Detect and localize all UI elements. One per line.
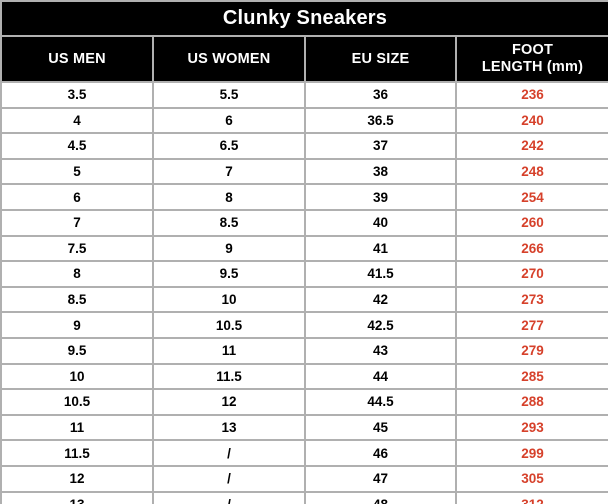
table-row: 10.5 12 44.5 288 [0, 388, 608, 416]
cell-eu-size: 36 [304, 81, 457, 109]
table-head: Clunky Sneakers US MEN US WOMEN EU SIZE … [0, 0, 608, 83]
column-header-foot-length-line2: LENGTH (mm) [481, 59, 584, 75]
cell-eu-size: 41.5 [304, 260, 457, 288]
table-row: 5 7 38 248 [0, 157, 608, 186]
cell-us-women: 8.5 [152, 208, 306, 237]
cell-us-men: 7 [0, 208, 154, 237]
cell-foot-length: 312 [454, 490, 608, 504]
cell-foot-length: 236 [454, 81, 608, 109]
table-row: 4 6 36.5 240 [0, 106, 608, 135]
cell-us-women: 7 [152, 157, 306, 186]
table-body: 3.5 5.5 36 236 4 6 36.5 240 4.5 6.5 37 242 5 7 38 248 6 8… [0, 81, 608, 504]
cell-us-women: 6.5 [152, 132, 306, 160]
cell-eu-size: 47 [304, 464, 457, 493]
table-row: 9 10.5 42.5 277 [0, 311, 608, 339]
cell-us-women: 11 [152, 336, 306, 365]
table-row: 13/48312 [0, 490, 608, 504]
column-header-eu-size: EU SIZE [304, 35, 457, 83]
cell-us-women: / [152, 439, 306, 467]
cell-us-men: 3.5 [0, 81, 154, 109]
chart-title: Clunky Sneakers [0, 0, 608, 37]
table-row: 7.5 9 41 266 [0, 234, 608, 263]
cell-us-men: 13 [0, 490, 154, 504]
cell-us-men: 10 [0, 362, 154, 391]
cell-foot-length: 248 [454, 157, 608, 186]
cell-foot-length: 305 [454, 464, 608, 493]
cell-us-men: 7.5 [0, 234, 154, 263]
table-row: 4.5 6.5 37 242 [0, 132, 608, 160]
cell-eu-size: 42.5 [304, 311, 457, 339]
cell-us-women: 11.5 [152, 362, 306, 391]
cell-eu-size: 41 [304, 234, 457, 263]
cell-eu-size: 40 [304, 208, 457, 237]
cell-us-men: 4.5 [0, 132, 154, 160]
table-row: 9.5 11 43 279 [0, 336, 608, 365]
cell-foot-length: 293 [454, 413, 608, 442]
cell-foot-length: 254 [454, 183, 608, 211]
cell-us-men: 9.5 [0, 336, 154, 365]
cell-us-women: 9 [152, 234, 306, 263]
column-header-us-men: US MEN [0, 35, 154, 83]
cell-us-women: 5.5 [152, 81, 306, 109]
cell-us-women: / [152, 490, 306, 504]
cell-foot-length: 299 [454, 439, 608, 467]
cell-us-women: 12 [152, 388, 306, 416]
cell-us-men: 6 [0, 183, 154, 211]
cell-us-women: / [152, 464, 306, 493]
cell-eu-size: 37 [304, 132, 457, 160]
cell-eu-size: 36.5 [304, 106, 457, 135]
cell-us-men: 4 [0, 106, 154, 135]
cell-us-men: 12 [0, 464, 154, 493]
cell-foot-length: 242 [454, 132, 608, 160]
cell-eu-size: 44.5 [304, 388, 457, 416]
table-row: 6 8 39 254 [0, 183, 608, 211]
cell-us-men: 5 [0, 157, 154, 186]
cell-us-women: 10 [152, 285, 306, 314]
cell-eu-size: 48 [304, 490, 457, 504]
cell-foot-length: 260 [454, 208, 608, 237]
cell-us-men: 10.5 [0, 388, 154, 416]
cell-eu-size: 44 [304, 362, 457, 391]
table-row: 11 13 45 293 [0, 413, 608, 442]
column-header-foot-length: FOOT LENGTH (mm) [454, 35, 608, 83]
cell-eu-size: 45 [304, 413, 457, 442]
cell-foot-length: 270 [454, 260, 608, 288]
table-row: 8.5 10 42 273 [0, 285, 608, 314]
cell-eu-size: 42 [304, 285, 457, 314]
cell-eu-size: 39 [304, 183, 457, 211]
cell-us-men: 8 [0, 260, 154, 288]
cell-foot-length: 240 [454, 106, 608, 135]
cell-us-men: 11 [0, 413, 154, 442]
title-row: Clunky Sneakers [0, 0, 608, 37]
cell-us-women: 6 [152, 106, 306, 135]
cell-eu-size: 43 [304, 336, 457, 365]
table-row: 8 9.5 41.5 270 [0, 260, 608, 288]
cell-foot-length: 266 [454, 234, 608, 263]
column-header-us-women: US WOMEN [152, 35, 306, 83]
table-row: 7 8.5 40 260 [0, 208, 608, 237]
cell-us-women: 13 [152, 413, 306, 442]
cell-eu-size: 46 [304, 439, 457, 467]
table-row: 11.5/46 299 [0, 439, 608, 467]
cell-us-women: 8 [152, 183, 306, 211]
cell-foot-length: 288 [454, 388, 608, 416]
cell-foot-length: 279 [454, 336, 608, 365]
table-row: 12/47 305 [0, 464, 608, 493]
cell-us-women: 9.5 [152, 260, 306, 288]
column-header-row: US MEN US WOMEN EU SIZE FOOT LENGTH (mm) [0, 35, 608, 83]
column-header-foot-length-line1: FOOT [511, 42, 554, 59]
cell-us-men: 11.5 [0, 439, 154, 467]
cell-foot-length: 277 [454, 311, 608, 339]
cell-us-men: 8.5 [0, 285, 154, 314]
table-row: 3.5 5.5 36 236 [0, 81, 608, 109]
table-row: 10 11.5 44 285 [0, 362, 608, 391]
cell-foot-length: 285 [454, 362, 608, 391]
cell-us-women: 10.5 [152, 311, 306, 339]
cell-eu-size: 38 [304, 157, 457, 186]
cell-foot-length: 273 [454, 285, 608, 314]
cell-us-men: 9 [0, 311, 154, 339]
